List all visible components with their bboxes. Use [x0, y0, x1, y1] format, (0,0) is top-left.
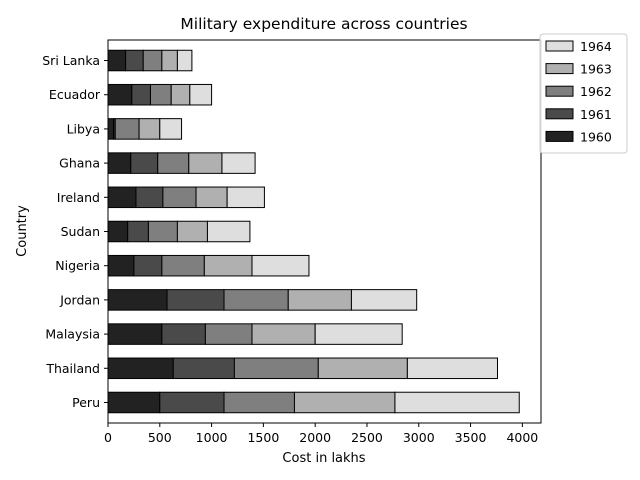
- bar-nigeria-1963: [203, 254, 253, 277]
- y-tick-label: Ghana: [59, 156, 100, 171]
- x-tick-label: 1500: [247, 430, 279, 445]
- y-tick-label: Jordan: [59, 292, 100, 307]
- bar-thailand-1960: [107, 357, 174, 380]
- bar-sudan-1960: [107, 220, 129, 243]
- bar-ireland-1961: [135, 186, 164, 209]
- y-tick-label: Peru: [72, 395, 100, 410]
- bar-ecuador-1961: [131, 83, 151, 106]
- x-tick-label: 500: [148, 430, 172, 445]
- y-tick-label: Thailand: [45, 361, 100, 376]
- legend-swatch-1962: [545, 85, 574, 97]
- bar-ireland-1960: [107, 186, 137, 209]
- bar-libya-1964: [159, 118, 183, 140]
- bar-peru-1962: [223, 391, 295, 414]
- bar-ghana-1962: [157, 152, 190, 174]
- bar-ireland-1963: [195, 186, 228, 209]
- x-tick-label: 3500: [455, 430, 487, 445]
- bar-malaysia-1964: [314, 323, 403, 345]
- bar-peru-1961: [159, 391, 225, 414]
- x-tick-label: 4000: [506, 430, 538, 445]
- y-tick-label: Ireland: [57, 190, 100, 205]
- y-tick-label: Sri Lanka: [42, 53, 100, 68]
- y-tick-label: Sudan: [61, 224, 100, 239]
- bar-sri-lanka-1960: [107, 49, 127, 72]
- legend-swatch-1963: [545, 63, 574, 75]
- bar-ecuador-1963: [170, 83, 191, 106]
- bar-thailand-1963: [317, 357, 408, 380]
- bar-ghana-1963: [188, 152, 223, 174]
- y-tick-label: Libya: [67, 121, 100, 136]
- legend-swatch-1964: [545, 40, 574, 52]
- bar-libya-1962: [114, 118, 140, 140]
- bar-libya-1960: [107, 118, 115, 140]
- y-tick-label: Ecuador: [49, 87, 101, 102]
- bar-ecuador-1962: [149, 83, 172, 106]
- x-axis: 0 500 1000 1500 2000 2500 3000 3500 4000: [104, 423, 538, 445]
- bar-ecuador-1960: [107, 83, 133, 106]
- bar-sudan-1961: [127, 220, 149, 243]
- bar-ghana-1961: [130, 152, 159, 174]
- bar-nigeria-1961: [133, 254, 163, 277]
- bar-malaysia-1963: [251, 323, 316, 345]
- bar-nigeria-1962: [161, 254, 205, 277]
- bar-sudan-1964: [206, 220, 251, 243]
- bar-sri-lanka-1961: [125, 49, 144, 72]
- bar-malaysia-1962: [204, 323, 253, 345]
- bar-peru-1964: [394, 391, 520, 414]
- bar-sudan-1963: [176, 220, 208, 243]
- bar-malaysia-1961: [161, 323, 206, 345]
- x-tick-label: 2500: [351, 430, 383, 445]
- bar-malaysia-1960: [107, 323, 163, 345]
- bar-peru-1960: [107, 391, 161, 414]
- bar-ecuador-1964: [189, 83, 213, 106]
- legend: 1964 1963 1962 1961 1960: [539, 33, 628, 154]
- bar-thailand-1961: [172, 357, 235, 380]
- legend-label-1961: 1961: [580, 107, 612, 122]
- x-tick-label: 1000: [196, 430, 228, 445]
- bar-jordan-1962: [223, 289, 289, 311]
- bar-nigeria-1964: [251, 254, 310, 277]
- bar-jordan-1960: [107, 289, 168, 311]
- bar-jordan-1963: [287, 289, 352, 311]
- x-tick-label: 2000: [299, 430, 331, 445]
- bar-sri-lanka-1962: [142, 49, 163, 72]
- bar-ghana-1960: [107, 152, 132, 174]
- bar-nigeria-1960: [107, 254, 135, 277]
- bars-layer: [107, 49, 520, 414]
- bar-libya-1963: [138, 118, 161, 140]
- bar-thailand-1962: [233, 357, 319, 380]
- bar-peru-1963: [293, 391, 396, 414]
- bar-ireland-1964: [226, 186, 265, 209]
- legend-label-1964: 1964: [580, 39, 612, 54]
- y-tick-label: Nigeria: [55, 258, 100, 273]
- x-axis-label: Cost in lakhs: [282, 451, 365, 466]
- x-tick-label: 3000: [403, 430, 435, 445]
- bar-jordan-1964: [350, 289, 418, 311]
- legend-label-1960: 1960: [580, 129, 612, 144]
- bar-thailand-1964: [406, 357, 498, 380]
- legend-label-1962: 1962: [580, 84, 612, 99]
- bar-jordan-1961: [166, 289, 225, 311]
- chart-title: Military expenditure across countries: [180, 15, 467, 33]
- y-axis-label: Country: [15, 205, 30, 257]
- x-tick-label: 0: [104, 430, 112, 445]
- legend-label-1963: 1963: [580, 62, 612, 77]
- legend-swatch-1961: [545, 108, 574, 120]
- bar-sudan-1962: [147, 220, 178, 243]
- legend-swatch-1960: [545, 130, 574, 142]
- bar-sri-lanka-1964: [176, 49, 193, 72]
- y-axis: Peru Thailand Malaysia Jordan Nigeria Sudan Ir…: [42, 53, 108, 410]
- bar-ghana-1964: [221, 152, 256, 174]
- bar-sri-lanka-1963: [161, 49, 178, 72]
- bar-ireland-1962: [162, 186, 197, 209]
- y-tick-label: Malaysia: [45, 327, 100, 342]
